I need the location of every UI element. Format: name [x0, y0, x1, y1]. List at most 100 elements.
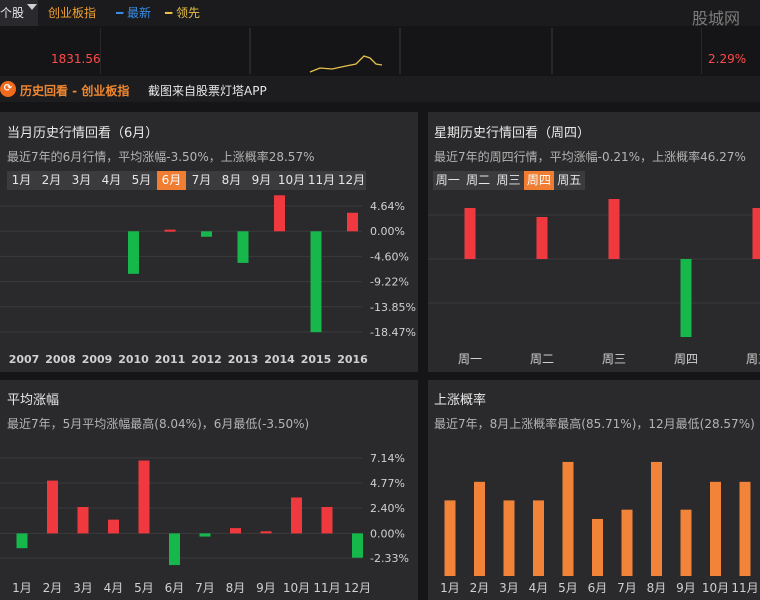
- bar[interactable]: [16, 533, 28, 549]
- tab-month-3[interactable]: 3月: [71, 173, 92, 187]
- bar[interactable]: [536, 217, 548, 259]
- bar[interactable]: [169, 533, 180, 566]
- weekday-panel-title: 星期历史行情回看（周四）: [434, 126, 591, 141]
- stock-selector[interactable]: 个股: [0, 0, 38, 26]
- x-tick-label: 2013: [228, 353, 259, 366]
- tab-weekday-5[interactable]: 周五: [557, 173, 582, 187]
- bar[interactable]: [260, 531, 272, 534]
- tab-month-10[interactable]: 10月: [277, 173, 306, 187]
- intraday-line: [309, 55, 383, 73]
- bar[interactable]: [710, 481, 721, 576]
- tab-month-6[interactable]: 6月: [157, 171, 186, 190]
- x-tick-label: 8月: [226, 581, 246, 595]
- bar[interactable]: [592, 518, 603, 576]
- bar[interactable]: [752, 208, 760, 259]
- tab-month-9[interactable]: 9月: [251, 173, 272, 187]
- average-panel-subtitle: 最近7年，5月平均涨幅最高(8.04%)，6月最低(-3.50%): [7, 417, 310, 431]
- tab-weekday-4[interactable]: 周四: [524, 171, 554, 190]
- tab-month-12[interactable]: 12月: [337, 173, 366, 187]
- x-tick-label: 2014: [264, 353, 295, 366]
- bar[interactable]: [47, 480, 58, 534]
- bar[interactable]: [352, 533, 363, 558]
- tab-month-4[interactable]: 4月: [101, 173, 122, 187]
- bar[interactable]: [321, 506, 333, 534]
- x-tick-label: 4月: [104, 581, 124, 595]
- weekday-panel-subtitle: 最近7年的周四行情，平均涨幅-0.21%，上涨概率46.27%: [434, 150, 746, 164]
- y-tick-label: 0.00%: [370, 225, 405, 238]
- y-tick-label: 4.77%: [370, 477, 405, 490]
- tab-gem-index[interactable]: 创业板指: [48, 6, 97, 20]
- x-tick-label: 9月: [676, 581, 696, 595]
- tab-weekday-1[interactable]: 周一: [435, 173, 460, 187]
- price-readout: 1831.56: [51, 52, 101, 66]
- month-tabs: 1月 2月 3月 4月 5月 6月 7月 8月 9月 10月 11月 12月: [7, 171, 366, 190]
- bar[interactable]: [274, 195, 285, 232]
- bar[interactable]: [739, 481, 751, 576]
- average-bar-chart: 7.14% 4.77% 2.40% 0.00% -2.33% 1月 2月 3月 4月 5月 6月 7月…: [0, 452, 409, 595]
- x-tick-label: 7月: [617, 581, 637, 595]
- bar[interactable]: [651, 461, 662, 576]
- x-tick-label: 11月: [313, 581, 340, 595]
- y-tick-label: -9.22%: [370, 276, 409, 289]
- top-toolbar: 个股 创业板指 ━ 最新 ━ 领先 股城网: [0, 0, 760, 28]
- tab-month-5[interactable]: 5月: [131, 173, 152, 187]
- bar[interactable]: [680, 509, 692, 576]
- bar[interactable]: [444, 500, 456, 576]
- bar[interactable]: [108, 519, 119, 534]
- bar[interactable]: [621, 509, 633, 576]
- bar[interactable]: [77, 506, 89, 534]
- tab-weekday-3[interactable]: 周三: [496, 173, 521, 187]
- y-tick-label: -18.47%: [370, 326, 416, 339]
- y-tick-label: 4.64%: [370, 200, 405, 213]
- bar[interactable]: [680, 259, 692, 337]
- source-note: 截图来自股票灯塔APP: [148, 84, 267, 98]
- x-tick-label: 1月: [440, 581, 460, 595]
- monthly-history-panel: [0, 112, 418, 372]
- bar[interactable]: [291, 497, 302, 534]
- x-tick-label: 7月: [195, 581, 215, 595]
- tab-weekday-2[interactable]: 周二: [466, 173, 491, 187]
- bar[interactable]: [474, 481, 485, 576]
- x-tick-label: 2007: [9, 353, 40, 366]
- x-tick-label: 2008: [45, 353, 76, 366]
- bar[interactable]: [128, 231, 139, 274]
- x-tick-label: 2015: [301, 353, 332, 366]
- weekday-tabs: 周一 周二 周三 周四 周五: [433, 171, 585, 190]
- bar[interactable]: [533, 500, 544, 576]
- tab-month-11[interactable]: 11月: [307, 173, 336, 187]
- x-tick-label: 2016: [337, 353, 368, 366]
- y-tick-label: 7.14%: [370, 452, 405, 465]
- tab-month-7[interactable]: 7月: [191, 173, 212, 187]
- monthly-bar-chart: 4.64% 0.00% -4.60% -9.22% -13.85% -18.47% 2007…: [0, 195, 416, 366]
- x-tick-label: 2011: [155, 353, 186, 366]
- x-tick-label: 周四: [674, 352, 698, 366]
- bar[interactable]: [608, 199, 620, 259]
- bar[interactable]: [503, 500, 515, 576]
- intraday-chart-area: [38, 26, 760, 74]
- x-tick-label: 4月: [529, 581, 549, 595]
- bar[interactable]: [138, 460, 150, 534]
- x-tick-label: 5月: [134, 581, 154, 595]
- tab-month-2[interactable]: 2月: [41, 173, 62, 187]
- x-tick-label: 周三: [602, 352, 626, 366]
- legend-latest: ━ 最新: [116, 6, 152, 20]
- bar[interactable]: [237, 231, 249, 263]
- tab-month-8[interactable]: 8月: [221, 173, 242, 187]
- breadcrumb: [0, 76, 760, 102]
- bar[interactable]: [310, 231, 322, 333]
- bar[interactable]: [230, 528, 241, 534]
- y-tick-label: -13.85%: [370, 301, 416, 314]
- bar[interactable]: [347, 212, 358, 232]
- y-tick-label: 2.40%: [370, 502, 405, 515]
- x-tick-label: 3月: [73, 581, 93, 595]
- x-tick-label: 8月: [647, 581, 667, 595]
- tab-month-1[interactable]: 1月: [11, 173, 32, 187]
- legend-leading-label: 领先: [176, 6, 201, 20]
- bar[interactable]: [562, 461, 574, 576]
- bar[interactable]: [464, 208, 476, 259]
- bar[interactable]: [199, 533, 211, 537]
- average-change-panel: [0, 380, 418, 600]
- bar[interactable]: [164, 229, 176, 232]
- x-tick-label: 2月: [43, 581, 63, 595]
- bar[interactable]: [201, 231, 212, 237]
